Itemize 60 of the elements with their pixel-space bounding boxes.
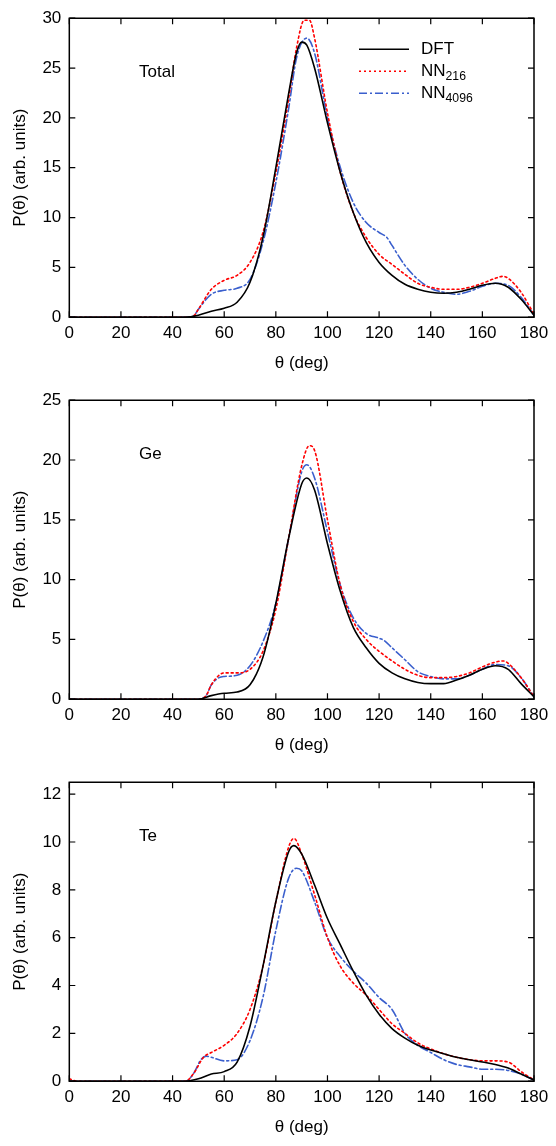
x-tick-label: 20: [111, 1087, 131, 1107]
x-tick-label: 0: [64, 705, 75, 725]
x-axis-title: θ (deg): [274, 735, 329, 755]
annotation: Ge: [139, 443, 162, 463]
x-tick-label: 20: [111, 323, 131, 343]
x-tick-label: 160: [468, 323, 497, 343]
y-axis-title: P(θ) (arb. units): [9, 872, 29, 991]
y-tick-label: 0: [51, 1070, 62, 1090]
x-tick-label: 120: [364, 705, 394, 725]
x-tick-label: 140: [416, 323, 445, 343]
x-tick-label: 80: [266, 323, 286, 343]
y-tick-label: 8: [51, 879, 62, 899]
x-tick-label: 140: [416, 705, 445, 725]
y-tick-label: 20: [42, 107, 62, 127]
x-tick-label: 20: [111, 705, 131, 725]
y-tick-label: 12: [42, 783, 62, 803]
x-tick-label: 40: [163, 323, 183, 343]
legend-label: DFT: [421, 38, 455, 58]
x-tick-label: 160: [468, 705, 497, 725]
x-tick-label: 60: [214, 705, 234, 725]
y-tick-label: 2: [51, 1023, 62, 1043]
annotation: Total: [139, 61, 175, 81]
annotation: Te: [139, 825, 157, 845]
x-axis-title: θ (deg): [274, 1117, 329, 1137]
y-tick-label: 20: [42, 449, 62, 469]
y-axis-title: P(θ) (arb. units): [9, 108, 29, 227]
y-tick-label: 15: [42, 157, 62, 177]
y-tick-label: 25: [42, 389, 62, 409]
x-tick-label: 120: [364, 1087, 394, 1107]
x-tick-label: 100: [313, 1087, 342, 1107]
x-tick-label: 140: [416, 1087, 445, 1107]
x-tick-label: 160: [468, 1087, 497, 1107]
x-tick-label: 120: [364, 323, 394, 343]
x-tick-label: 80: [266, 705, 286, 725]
y-tick-label: 4: [51, 975, 62, 995]
x-tick-label: 180: [519, 705, 549, 725]
x-tick-label: 180: [519, 323, 549, 343]
x-tick-label: 0: [64, 1087, 75, 1107]
y-axis-title: P(θ) (arb. units): [9, 490, 29, 609]
y-tick-label: 10: [42, 569, 62, 589]
y-tick-label: 15: [42, 509, 62, 529]
x-tick-label: 100: [313, 705, 342, 725]
x-tick-label: 40: [163, 705, 183, 725]
y-tick-label: 6: [51, 927, 62, 947]
y-tick-label: 25: [42, 57, 62, 77]
y-tick-label: 0: [51, 688, 62, 708]
y-tick-label: 5: [51, 257, 62, 277]
x-tick-label: 40: [163, 1087, 183, 1107]
y-tick-label: 30: [42, 7, 62, 27]
y-tick-label: 10: [42, 831, 62, 851]
x-tick-label: 0: [64, 323, 75, 343]
x-axis-title: θ (deg): [274, 353, 329, 373]
y-tick-label: 5: [51, 629, 62, 649]
y-tick-label: 10: [42, 207, 62, 227]
x-tick-label: 60: [214, 323, 234, 343]
y-tick-label: 0: [51, 306, 62, 326]
x-tick-label: 100: [313, 323, 342, 343]
x-tick-label: 60: [214, 1087, 234, 1107]
x-tick-label: 180: [519, 1087, 549, 1107]
x-tick-label: 80: [266, 1087, 286, 1107]
